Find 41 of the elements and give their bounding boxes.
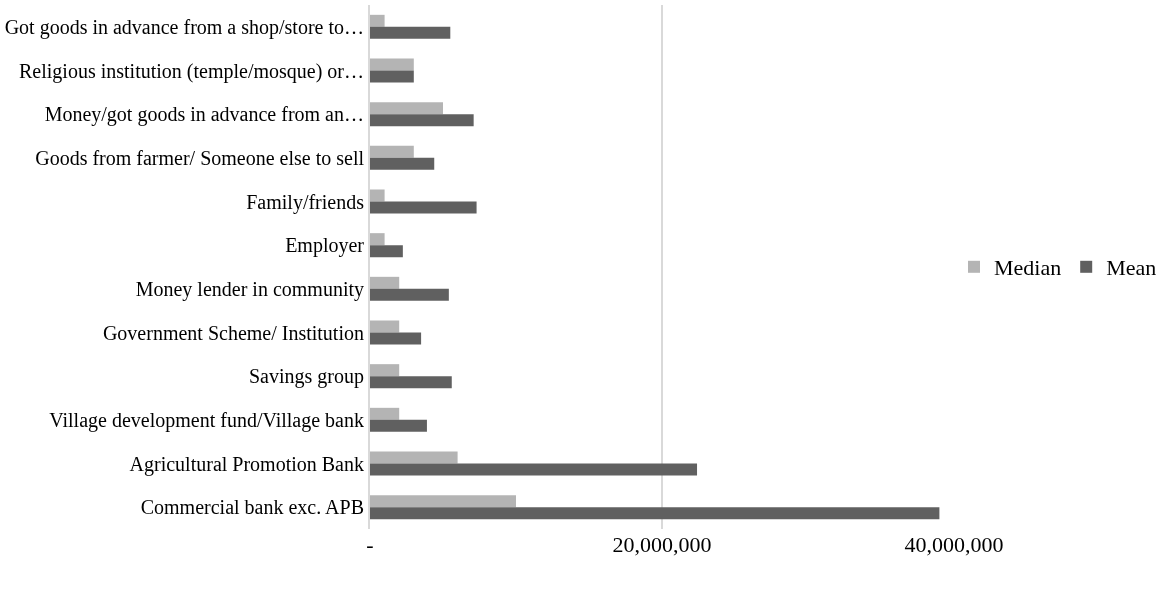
bar: [370, 70, 414, 83]
bar: [370, 145, 414, 158]
bar: [370, 332, 422, 345]
y-tick-label: Employer: [285, 234, 365, 258]
x-tick-label: 20,000,000: [612, 532, 712, 557]
bar: [370, 288, 449, 301]
bar: [370, 201, 477, 214]
bar: [370, 320, 400, 333]
x-tick-label: 40,000,000: [904, 532, 1004, 557]
bar: [370, 463, 698, 476]
bar: [370, 102, 443, 115]
bar: [370, 507, 940, 520]
bar: [370, 364, 400, 377]
y-tick-label: Commercial bank exc. APB: [140, 496, 364, 519]
y-tick-label: Village development fund/Village bank: [49, 408, 364, 432]
y-tick-label: Money/got goods in advance from an…: [44, 103, 364, 127]
y-tick-label: Goods from farmer/ Someone else to sell: [35, 146, 365, 169]
bar: [370, 407, 400, 420]
bar: [370, 233, 385, 246]
bar: [370, 189, 385, 202]
y-tick-label: Family/friends: [246, 190, 365, 214]
bar: [370, 14, 385, 27]
bar: [370, 419, 427, 432]
x-tick-label: -: [366, 532, 374, 557]
bar: [370, 495, 516, 508]
y-tick-label: Money lender in community: [135, 277, 364, 301]
legend-label: Mean: [1106, 255, 1157, 281]
y-tick-label: Government Scheme/ Institution: [102, 321, 364, 344]
y-tick-label: Got goods in advance from a shop/store to…: [4, 15, 364, 39]
bar: [370, 276, 400, 289]
bar: [370, 114, 474, 127]
y-tick-label: Agricultural Promotion Bank: [129, 452, 364, 476]
y-tick-label: Religious institution (temple/mosque) or…: [19, 59, 364, 83]
bar: [370, 451, 458, 464]
bar: [370, 58, 414, 71]
legend-label: Median: [994, 255, 1062, 281]
bar: [370, 157, 435, 170]
bar: [370, 245, 403, 258]
bar: [370, 26, 451, 39]
bar: [370, 376, 452, 389]
y-tick-label: Savings group: [249, 365, 364, 389]
